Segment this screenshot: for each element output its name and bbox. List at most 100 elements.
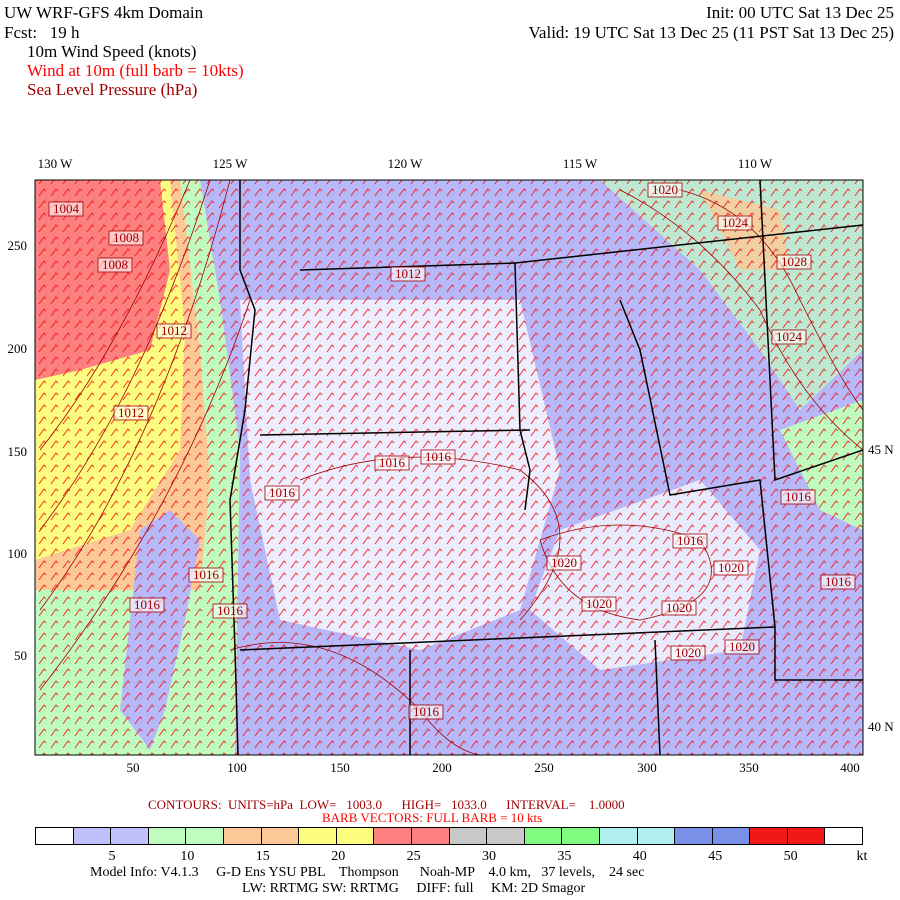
contour-label-box xyxy=(408,704,444,720)
x-tick-label: 150 xyxy=(330,760,350,775)
x-tick-label: 350 xyxy=(739,760,759,775)
contour-label: 1020 xyxy=(586,596,612,611)
colorbar-swatch xyxy=(148,828,187,844)
colorbar-swatch xyxy=(186,828,224,844)
contour-label-box xyxy=(647,182,683,198)
colorbar-swatch xyxy=(111,828,149,844)
x-tick-label: 400 xyxy=(840,760,860,775)
y-tick-label: 150 xyxy=(8,444,28,459)
colorbar-swatch xyxy=(336,828,375,844)
contour-label-box xyxy=(390,266,426,282)
contour-info: CONTOURS: UNITS=hPa LOW= 1003.0 HIGH= 10… xyxy=(148,797,625,812)
forecast-hour: Fcst: 19 h xyxy=(4,23,80,42)
colorbar-label: 40 xyxy=(632,849,647,864)
map-fields xyxy=(35,180,863,755)
colorbar-swatch xyxy=(637,828,676,844)
colorbar-swatch xyxy=(524,828,563,844)
longitude-label: 130 W xyxy=(38,156,74,171)
colorbar-label: 20 xyxy=(331,849,346,864)
barb-info: BARB VECTORS: FULL BARB = 10 kts xyxy=(322,810,543,825)
longitude-label: 110 W xyxy=(738,156,773,171)
colorbar-swatch xyxy=(675,828,713,844)
y-tick-label: 50 xyxy=(14,648,27,663)
contour-label: 1016 xyxy=(677,533,704,548)
valid-time: Valid: 19 UTC Sat 13 Dec 25 (11 PST Sat … xyxy=(528,23,894,42)
colorbar-label: 25 xyxy=(406,849,421,864)
init-time: Init: 00 UTC Sat 13 Dec 25 xyxy=(706,3,894,22)
contour-label-box xyxy=(420,449,456,465)
contour-label: 1028 xyxy=(781,254,807,269)
contour-label: 1020 xyxy=(718,560,744,575)
contour-label-box xyxy=(113,405,149,421)
colorbar-swatch xyxy=(562,828,600,844)
contour-label: 1016 xyxy=(425,449,452,464)
colorbar-unit: kt xyxy=(856,849,868,864)
contour-label-box xyxy=(374,455,410,471)
latitude-label: 45 N xyxy=(868,442,894,457)
x-tick-label: 50 xyxy=(127,760,140,775)
x-tick-label: 100 xyxy=(227,760,247,775)
wind-barbs xyxy=(35,180,863,755)
colorbar-swatch xyxy=(449,828,488,844)
longitude-label: 125 W xyxy=(213,156,249,171)
contour-label-box xyxy=(670,645,706,661)
contour-label: 1024 xyxy=(776,329,803,344)
physics-info: LW: RRTMG SW: RRTMG DIFF: full KM: 2D Sm… xyxy=(242,881,586,896)
contour-label: 1012 xyxy=(118,405,144,420)
colorbar-swatch xyxy=(787,828,826,844)
contour-label-box xyxy=(713,560,749,576)
colorbar-swatch xyxy=(374,828,412,844)
colorbar-swatch xyxy=(599,828,638,844)
colorbar-label: 5 xyxy=(108,849,116,864)
contour-label-box xyxy=(48,201,84,217)
colorbar-swatch xyxy=(825,828,863,844)
contour-label-box xyxy=(581,596,617,612)
y-tick-label: 100 xyxy=(8,546,28,561)
contour-label-box xyxy=(156,323,192,339)
contour-label-box xyxy=(108,230,144,246)
contour-label: 1016 xyxy=(134,597,161,612)
longitude-label: 115 W xyxy=(563,156,598,171)
y-tick-label: 200 xyxy=(8,341,28,356)
model-info: Model Info: V4.1.3 G-D Ens YSU PBL Thomp… xyxy=(90,865,645,880)
latitude-label: 40 N xyxy=(868,719,894,734)
contour-label-box xyxy=(546,555,582,571)
colorbar-label: 15 xyxy=(255,849,270,864)
contour-label: 1020 xyxy=(675,645,701,660)
contour-label: 1016 xyxy=(825,574,852,589)
contour-label: 1008 xyxy=(113,230,139,245)
contour-label-box xyxy=(264,485,300,501)
contour-label-box xyxy=(188,567,224,583)
colorbar-label: 30 xyxy=(482,849,496,864)
contour-label-box xyxy=(717,215,753,231)
x-tick-label: 300 xyxy=(637,760,657,775)
colorbar-swatch xyxy=(223,828,262,844)
contour-label: 1016 xyxy=(785,489,812,504)
contour-label: 1016 xyxy=(413,704,440,719)
contour-label: 1016 xyxy=(217,603,244,618)
contour-label: 1020 xyxy=(551,555,577,570)
field-wind-speed: 10m Wind Speed (knots) xyxy=(27,42,197,61)
longitude-label: 120 W xyxy=(388,156,424,171)
contour-label-box xyxy=(129,597,165,613)
contour-label-box xyxy=(97,257,133,273)
contour-label-box xyxy=(724,639,760,655)
contour-label: 1008 xyxy=(102,257,128,272)
colorbar-label: 35 xyxy=(557,849,572,864)
weather-map: 130 W 125 W 120 W 115 W 110 W 45 N 40 N 250 200 1… xyxy=(8,156,895,775)
contour-label: 1020 xyxy=(652,182,678,197)
colorbar-swatch xyxy=(750,828,788,844)
contour-label: 1020 xyxy=(729,639,755,654)
contour-label-box xyxy=(776,254,812,270)
colorbar-label: 45 xyxy=(708,849,723,864)
colorbar-swatch xyxy=(712,828,751,844)
contour-label-box xyxy=(661,600,697,616)
x-tick-label: 250 xyxy=(534,760,554,775)
contour-label-box xyxy=(672,533,708,549)
contour-label-box xyxy=(212,603,248,619)
contour-label: 1020 xyxy=(666,600,692,615)
colorbar-swatch xyxy=(487,828,525,844)
contour-label: 1012 xyxy=(395,266,421,281)
colorbar-swatch xyxy=(299,828,337,844)
contour-label-box xyxy=(820,574,856,590)
